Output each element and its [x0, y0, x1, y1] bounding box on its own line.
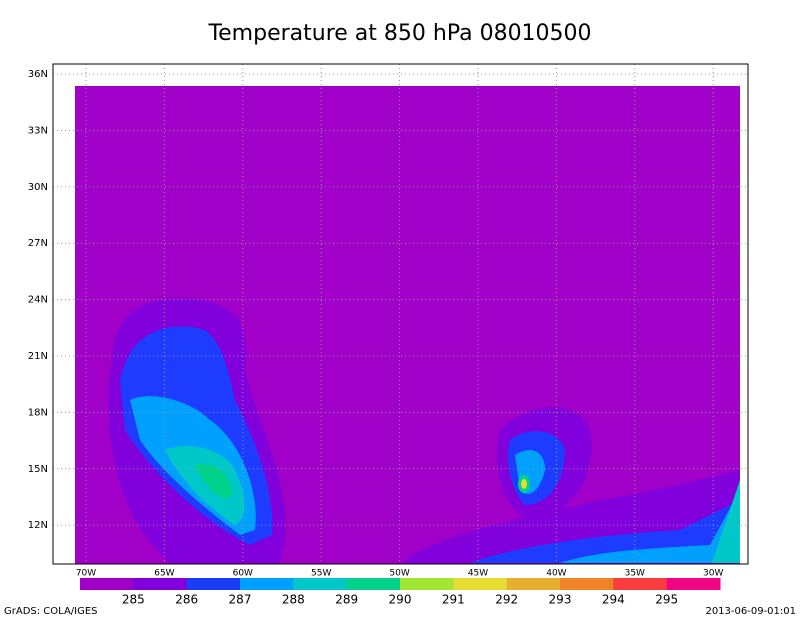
footer-right: 2013-06-09-01:01: [705, 606, 796, 617]
title: Temperature at 850 hPa 08010500: [207, 21, 591, 46]
grid: 36N 33N 30N 27N 24N 21N 18N 15N 12N 70W 65W 60W 55W 5…: [28, 64, 748, 579]
lon-label: 70W: [76, 569, 96, 579]
colorbar-label: 292: [495, 593, 518, 607]
colorbar-swatch: [240, 578, 294, 590]
colorbar-label: 285: [122, 593, 145, 607]
footer-left: GrADS: COLA/IGES: [4, 606, 98, 617]
field: [75, 86, 740, 564]
colorbar-swatch: [346, 578, 401, 590]
lon-label: 60W: [233, 569, 253, 579]
lon-label: 55W: [311, 569, 331, 579]
lon-label: 35W: [625, 569, 645, 579]
colorbar-label: 289: [335, 593, 358, 607]
lon-label: 40W: [546, 569, 566, 579]
lat-label: 18N: [28, 407, 48, 418]
colorbar-swatch: [133, 578, 188, 590]
colorbar-swatch: [186, 578, 241, 590]
colorbar-swatch: [560, 578, 614, 590]
lat-label: 33N: [28, 125, 48, 136]
lat-label: 36N: [28, 69, 48, 80]
colorbar-label: 288: [282, 593, 305, 607]
field-region: [521, 479, 527, 489]
lon-label: 30W: [703, 569, 723, 579]
lat-label: 21N: [28, 351, 48, 362]
field-region: [165, 446, 245, 525]
colorbar-swatch: [613, 578, 668, 590]
field-region: [712, 480, 740, 563]
lat-label: 30N: [28, 182, 48, 193]
colorbar-label: 286: [175, 593, 198, 607]
colorbar-swatch: [666, 578, 721, 590]
colorbar-label: 290: [389, 593, 412, 607]
lat-label: 12N: [28, 520, 48, 531]
colorbar-swatch: [80, 578, 134, 590]
lat-label: 24N: [28, 295, 48, 306]
colorbar-label: 287: [229, 593, 252, 607]
colorbar-swatch: [453, 578, 508, 590]
lat-label: 15N: [28, 464, 48, 475]
colorbar-swatch: [506, 578, 561, 590]
colorbar-swatch: [293, 578, 348, 590]
colorbar-label: 291: [442, 593, 465, 607]
colorbar: 285 286 287 288 289 290 291 292 293 294 295: [80, 578, 721, 607]
colorbar-label: 293: [549, 593, 572, 607]
lon-label: 45W: [468, 569, 488, 579]
colorbar-label: 294: [602, 593, 625, 607]
map-frame: [52, 63, 749, 565]
colorbar-swatch: [400, 578, 454, 590]
lon-label: 50W: [389, 569, 409, 579]
lon-label: 65W: [154, 569, 174, 579]
field-region: [195, 464, 232, 499]
colorbar-label: 295: [655, 593, 678, 607]
lat-label: 27N: [28, 238, 48, 249]
